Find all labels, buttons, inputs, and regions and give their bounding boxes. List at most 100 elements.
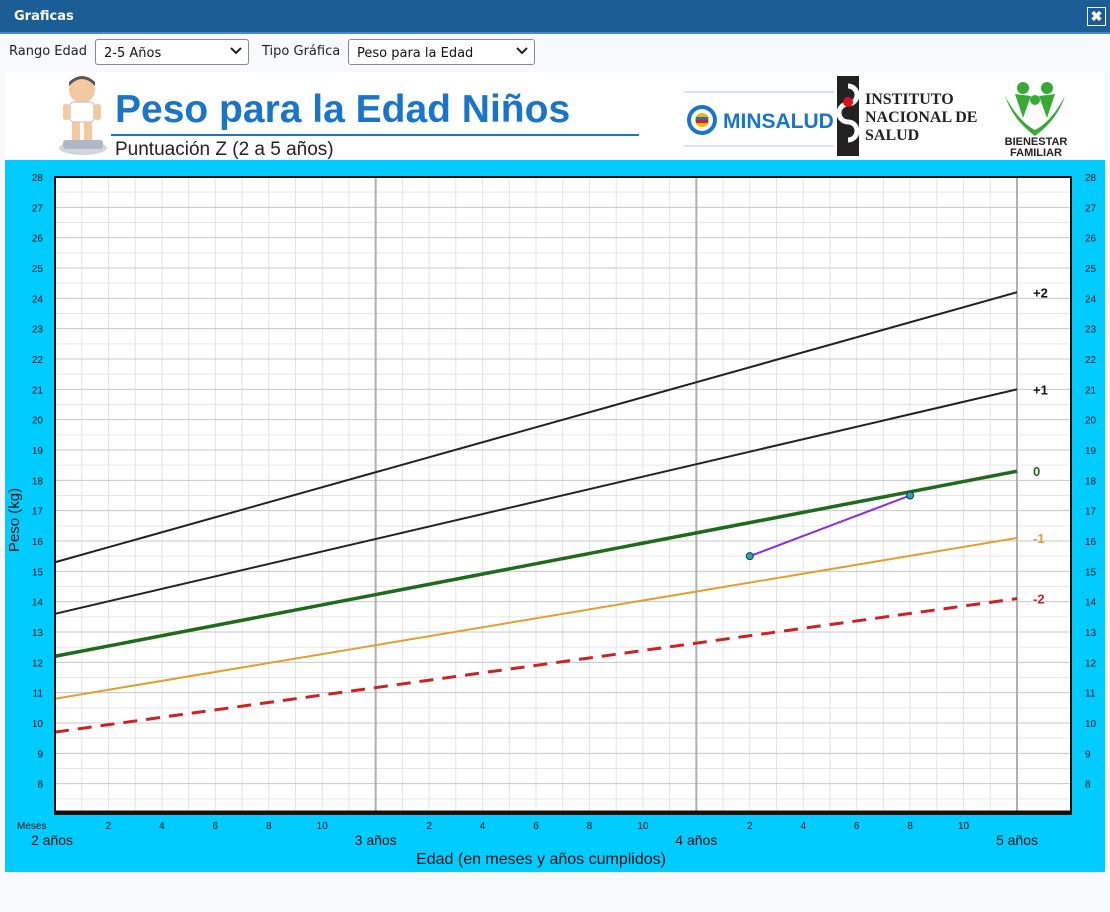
- growth-chart: 8 8 9 9 10 10 11 11 12 12 13 13 14 14 15 15 16 16 17 17 18 18…: [5, 160, 1105, 872]
- chevron-down-icon: [516, 47, 528, 55]
- months-label: Meses: [17, 821, 46, 832]
- x-tick-year-label: 3 años: [355, 832, 397, 848]
- y-tick-label-right: 28: [1085, 173, 1097, 184]
- x-tick-month-label: 10: [637, 821, 649, 832]
- x-axis-label: Edad (en meses y años cumplidos): [416, 851, 666, 868]
- patient-line: [749, 494, 911, 558]
- y-tick-label-left: 25: [32, 264, 44, 275]
- y-tick-label-left: 17: [32, 507, 44, 518]
- y-tick-label-right: 14: [1085, 598, 1097, 609]
- chart-type-value: Peso para la Edad: [357, 46, 474, 61]
- bienestar-line-2: FAMILIAR: [1010, 147, 1062, 159]
- y-axis-label: Peso (kg): [6, 488, 23, 552]
- x-tick-month-label: 10: [317, 821, 329, 832]
- window-title: Graficas: [14, 9, 74, 24]
- close-button[interactable]: ✖: [1087, 7, 1106, 26]
- patient-point: [906, 491, 915, 500]
- minsalud-logo-text: MINSALUD: [723, 110, 834, 133]
- y-tick-label-left: 9: [37, 749, 43, 760]
- y-tick-label-right: 8: [1085, 780, 1091, 791]
- x-tick-month-label: 4: [800, 821, 806, 832]
- y-tick-label-right: 16: [1085, 537, 1097, 548]
- y-tick-label-right: 24: [1085, 294, 1097, 305]
- y-tick-label-left: 13: [32, 628, 44, 639]
- y-tick-label-left: 18: [32, 476, 44, 487]
- chart-type-label: Tipo Gráfica: [262, 44, 341, 59]
- chart-header: Peso para la Edad Niños Puntuación Z (2 …: [5, 72, 1105, 160]
- age-range-select[interactable]: 2-5 Años: [95, 39, 249, 65]
- x-tick-month-label: 4: [159, 821, 165, 832]
- chart-subtitle: Puntuación Z (2 a 5 años): [115, 139, 334, 160]
- y-tick-label-right: 21: [1085, 385, 1097, 396]
- z-score-label: 0: [1033, 464, 1040, 479]
- ins-line-1: INSTITUTO: [865, 91, 954, 108]
- z-score-label: +2: [1033, 285, 1048, 300]
- x-tick-year-label: 2 años: [31, 832, 73, 848]
- z-score-label: -2: [1033, 592, 1045, 607]
- x-tick-month-label: 8: [907, 821, 913, 832]
- x-tick-month-label: 2: [747, 821, 753, 832]
- x-tick-month-label: 6: [533, 821, 539, 832]
- growth-chart-svg: 8 8 9 9 10 10 11 11 12 12 13 13 14 14 15 15 16 16 17 17 18 18…: [6, 173, 1097, 868]
- z-score-line-minus2: [54, 597, 1018, 734]
- y-tick-label-right: 27: [1085, 203, 1097, 214]
- patient-point: [745, 552, 754, 561]
- y-tick-label-left: 19: [32, 446, 44, 457]
- y-tick-label-right: 20: [1085, 416, 1097, 427]
- toolbar: Rango Edad 2-5 Años Tipo Gráfica Peso pa…: [0, 34, 1110, 72]
- window-titlebar: Graficas ✖: [0, 0, 1110, 34]
- y-tick-label-right: 12: [1085, 658, 1097, 669]
- y-tick-label-left: 26: [32, 234, 44, 245]
- chart-type-select[interactable]: Peso para la Edad: [348, 39, 535, 65]
- y-tick-label-right: 19: [1085, 446, 1097, 457]
- z-score-line-plus1: [54, 388, 1018, 615]
- x-tick-year-label: 4 años: [675, 832, 717, 848]
- y-tick-label-right: 9: [1085, 749, 1091, 760]
- x-tick-month-label: 8: [266, 821, 272, 832]
- y-tick-label-right: 10: [1085, 719, 1097, 730]
- y-tick-label-right: 25: [1085, 264, 1097, 275]
- y-tick-label-left: 16: [32, 537, 44, 548]
- age-range-value: 2-5 Años: [104, 46, 162, 61]
- x-tick-month-label: 10: [958, 821, 970, 832]
- y-tick-label-left: 28: [32, 173, 44, 184]
- y-tick-label-left: 14: [32, 598, 44, 609]
- x-tick-month-label: 6: [854, 821, 860, 832]
- bienestar-familiar-icon: [1005, 82, 1065, 136]
- z-score-line-0: [54, 469, 1018, 658]
- ins-line-2: NACIONAL DE: [865, 109, 977, 126]
- ins-line-3: SALUD: [865, 127, 919, 144]
- y-tick-label-left: 23: [32, 325, 44, 336]
- x-tick-month-label: 8: [587, 821, 593, 832]
- z-score-line-minus1: [54, 536, 1018, 700]
- age-range-label: Rango Edad: [9, 44, 87, 59]
- x-tick-month-label: 4: [480, 821, 486, 832]
- y-tick-label-left: 11: [33, 689, 44, 700]
- z-score-line-plus2: [54, 291, 1018, 564]
- x-tick-month-label: 6: [213, 821, 219, 832]
- x-tick-year-label: 5 años: [996, 832, 1038, 848]
- y-tick-label-right: 11: [1085, 689, 1096, 700]
- x-tick-month-label: 2: [426, 821, 432, 832]
- y-tick-label-left: 24: [32, 294, 44, 305]
- y-tick-label-left: 27: [32, 203, 44, 214]
- z-score-label: -1: [1033, 531, 1045, 546]
- y-tick-label-right: 18: [1085, 476, 1097, 487]
- y-tick-label-left: 8: [37, 780, 43, 791]
- y-tick-label-right: 22: [1085, 355, 1097, 366]
- y-tick-label-left: 10: [32, 719, 44, 730]
- z-score-label: +1: [1033, 382, 1048, 397]
- y-tick-label-right: 26: [1085, 234, 1097, 245]
- chart-title: Peso para la Edad Niños: [115, 88, 570, 131]
- y-tick-label-right: 17: [1085, 507, 1097, 518]
- y-tick-label-right: 13: [1085, 628, 1097, 639]
- y-tick-label-left: 12: [32, 658, 44, 669]
- ins-logo-icon: [836, 76, 860, 156]
- y-tick-label-right: 23: [1085, 325, 1097, 336]
- bienestar-line-1: BIENESTAR: [1005, 136, 1068, 148]
- x-tick-month-label: 2: [106, 821, 112, 832]
- y-tick-label-left: 21: [32, 385, 44, 396]
- y-tick-label-left: 20: [32, 416, 44, 427]
- close-icon: ✖: [1090, 8, 1103, 24]
- y-tick-label-left: 15: [32, 567, 44, 578]
